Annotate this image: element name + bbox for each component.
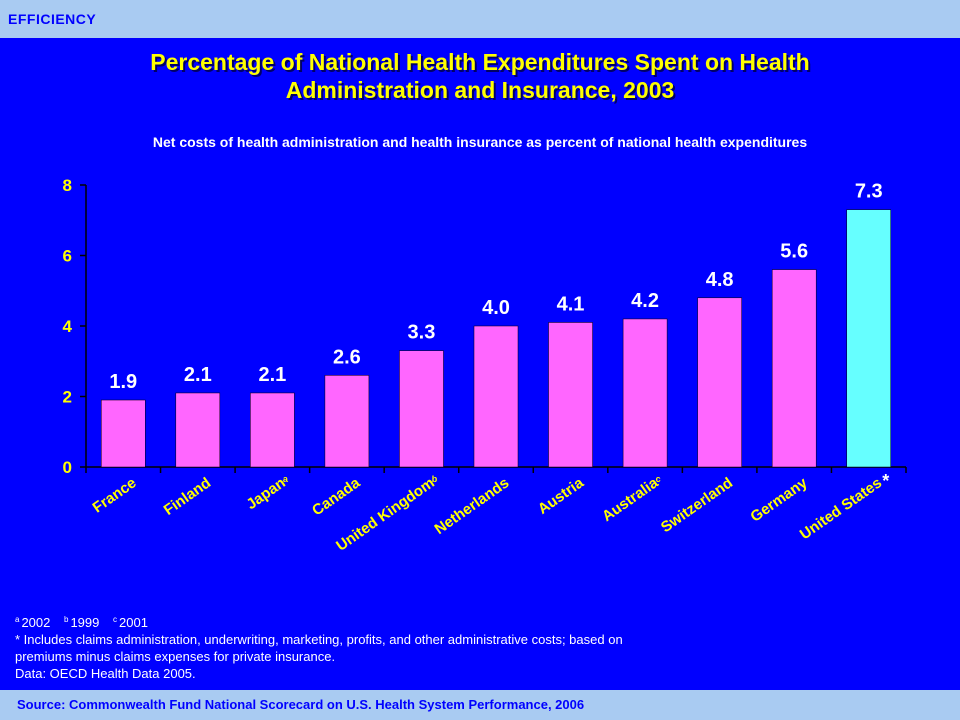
bar-value-label: 5.6 [780, 241, 808, 263]
category-label: Finland [161, 474, 214, 519]
bar-value-label: 2.6 [333, 346, 361, 368]
chart-subtitle: Net costs of health administration and h… [152, 134, 808, 150]
footnote-c-text: 2001 [119, 615, 148, 630]
bar [399, 350, 444, 468]
category-label: Switzerland [658, 474, 736, 536]
bar-value-label: 4.1 [557, 293, 585, 315]
y-tick-label: 2 [63, 388, 72, 407]
category-label: Germany [747, 474, 811, 526]
header-band: EFFICIENCY [0, 0, 960, 38]
bar [324, 375, 370, 468]
bar [250, 392, 295, 468]
bar-value-label: 2.1 [258, 364, 286, 386]
bar-value-label: 3.3 [408, 322, 436, 344]
category-label: United States [797, 474, 885, 543]
category-label: Netherlands [432, 474, 513, 538]
bar-chart: 024681.9France2.1Finland2.1Japana2.6Cana… [63, 176, 907, 555]
chart-title-line-2: Administration and Insurance, 2003 [285, 77, 675, 103]
category-label: Austria [535, 474, 588, 518]
category-mark: c [656, 474, 661, 484]
y-tick-label: 8 [63, 176, 72, 195]
bar [771, 269, 817, 468]
footnote-star-line-2: premiums minus claims expenses for priva… [15, 649, 336, 664]
category-mark: a [283, 474, 289, 484]
bar [622, 318, 668, 468]
category-label: Canada [309, 474, 364, 519]
footnote-star-line-1: * Includes claims administration, underw… [15, 632, 623, 647]
bar [548, 322, 593, 468]
bar-value-label: 4.0 [482, 297, 510, 319]
footnote-b-mark: b [64, 615, 69, 624]
footnote-b-text: 1999 [70, 615, 100, 630]
bar [697, 297, 742, 468]
bar-value-label: 4.2 [631, 290, 659, 312]
section-label: EFFICIENCY [8, 11, 97, 27]
source-citation: Source: Commonwealth Fund National Score… [17, 697, 585, 712]
category-mark: * [882, 471, 889, 491]
footnote-c-mark: c [113, 615, 117, 624]
footnote-a-text: 2002 [21, 615, 51, 630]
bar [473, 325, 519, 468]
category-mark: b [432, 474, 438, 484]
bar [175, 392, 221, 468]
footer-band: Source: Commonwealth Fund National Score… [0, 690, 960, 720]
category-label: France [90, 474, 140, 516]
y-tick-label: 0 [63, 458, 72, 477]
footnote-years: a 2002 b 1999 c 2001 [15, 611, 795, 631]
chart-title: Percentage of National Health Expenditur… [0, 48, 960, 104]
bar-value-label: 2.1 [184, 364, 212, 386]
bar [846, 209, 891, 468]
footnotes: a 2002 b 1999 c 2001 * Includes claims admi… [15, 611, 795, 682]
category-label: Australia [599, 474, 662, 525]
y-tick-label: 6 [63, 247, 72, 266]
bar-value-label: 1.9 [109, 371, 137, 393]
data-source-note: Data: OECD Health Data 2005. [15, 666, 196, 681]
bar [101, 399, 146, 468]
chart-title-line-1: Percentage of National Health Expenditur… [150, 49, 810, 75]
y-tick-label: 4 [63, 317, 73, 336]
footnote-a-mark: a [15, 615, 20, 624]
bar-value-label: 7.3 [855, 181, 883, 203]
bar-value-label: 4.8 [706, 269, 734, 291]
